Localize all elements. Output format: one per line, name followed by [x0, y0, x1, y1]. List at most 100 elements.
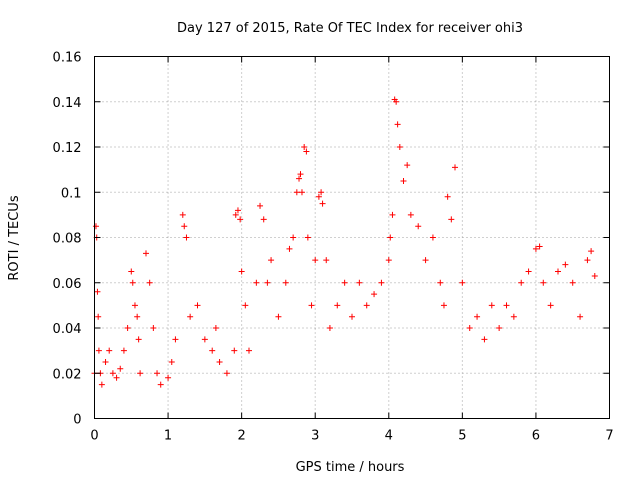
data-point — [154, 370, 161, 377]
data-point — [253, 279, 260, 286]
data-point — [216, 358, 223, 365]
data-point — [102, 358, 109, 365]
data-point — [95, 347, 102, 354]
data-point — [135, 336, 142, 343]
data-point — [440, 302, 447, 309]
data-point — [466, 325, 473, 331]
data-point — [117, 365, 124, 372]
data-point — [179, 211, 186, 218]
data-point — [349, 313, 355, 320]
data-point — [525, 268, 532, 275]
y-tick-label: 0.14 — [53, 96, 82, 111]
data-point — [588, 248, 595, 255]
data-point — [503, 302, 510, 309]
data-point — [296, 175, 303, 182]
data-point — [231, 347, 238, 354]
data-point — [172, 336, 179, 343]
data-point — [323, 257, 330, 264]
data-points — [91, 96, 598, 388]
data-point — [286, 245, 293, 252]
data-point — [474, 313, 481, 320]
data-point — [562, 261, 569, 268]
data-point — [134, 313, 141, 320]
data-point — [547, 302, 554, 309]
data-point — [536, 243, 543, 250]
data-point — [496, 325, 503, 331]
data-point — [94, 288, 101, 295]
data-point — [290, 234, 297, 241]
data-point — [201, 336, 208, 343]
data-point — [584, 257, 591, 264]
y-axis-label: ROTI / TECUs — [7, 195, 22, 280]
data-point — [387, 234, 394, 241]
data-point — [304, 234, 311, 241]
y-tick-label: 0.04 — [53, 322, 82, 337]
data-point — [363, 302, 370, 309]
data-point — [212, 325, 219, 331]
y-tick-label: 0.12 — [53, 141, 82, 156]
data-point — [128, 268, 135, 275]
chart-title: Day 127 of 2015, Rate Of TEC Index for r… — [177, 21, 523, 36]
data-point — [168, 358, 175, 365]
x-tick-label: 1 — [164, 429, 172, 444]
data-point — [282, 279, 289, 286]
data-point — [109, 370, 116, 377]
data-point — [437, 279, 444, 286]
data-point — [257, 202, 264, 209]
data-point — [303, 148, 310, 155]
data-point — [326, 325, 333, 331]
data-point — [400, 177, 407, 184]
data-point — [444, 193, 451, 200]
data-point — [120, 347, 127, 354]
data-point — [209, 347, 216, 354]
data-point — [429, 234, 436, 241]
y-tick-label: 0 — [73, 413, 81, 428]
data-point — [268, 257, 275, 264]
data-point — [488, 302, 495, 309]
data-point — [308, 302, 315, 309]
data-point — [92, 223, 99, 230]
data-point — [459, 279, 466, 286]
data-point — [124, 325, 131, 331]
data-point — [260, 216, 267, 223]
data-point — [378, 279, 385, 286]
data-point — [319, 200, 326, 207]
data-point — [238, 268, 245, 275]
data-point — [356, 279, 363, 286]
x-tick-label: 0 — [90, 429, 98, 444]
data-point — [237, 216, 244, 223]
data-point — [242, 302, 249, 309]
data-point — [404, 162, 411, 169]
data-point — [223, 370, 230, 377]
x-tick-label: 4 — [385, 429, 393, 444]
data-point — [137, 370, 144, 377]
data-point — [157, 381, 164, 388]
x-tick-label: 7 — [605, 429, 613, 444]
axis-ticks: 0 1 2 3 4 5 6 7 0 0.02 0.04 0.06 0.08 0.1 0.12 0.14 0.16 — [53, 51, 614, 444]
x-axis-label: GPS time / hours — [296, 460, 405, 475]
data-point — [194, 302, 201, 309]
data-point — [113, 374, 120, 381]
data-point — [315, 193, 322, 200]
data-point — [293, 189, 300, 196]
data-point — [396, 144, 403, 150]
data-point — [448, 216, 455, 223]
data-point — [312, 257, 319, 264]
data-point — [143, 250, 149, 257]
data-point — [234, 207, 241, 214]
data-point — [371, 291, 378, 298]
data-point — [540, 279, 547, 286]
data-point — [232, 211, 239, 218]
data-point — [415, 223, 422, 230]
data-point — [95, 313, 102, 320]
data-point — [394, 121, 401, 128]
data-point — [591, 272, 598, 279]
data-point — [301, 144, 308, 150]
x-tick-label: 2 — [238, 429, 246, 444]
data-point — [146, 279, 153, 286]
y-tick-label: 0.16 — [53, 51, 82, 66]
data-point — [275, 313, 282, 320]
data-point — [334, 302, 341, 309]
data-point — [246, 347, 252, 354]
